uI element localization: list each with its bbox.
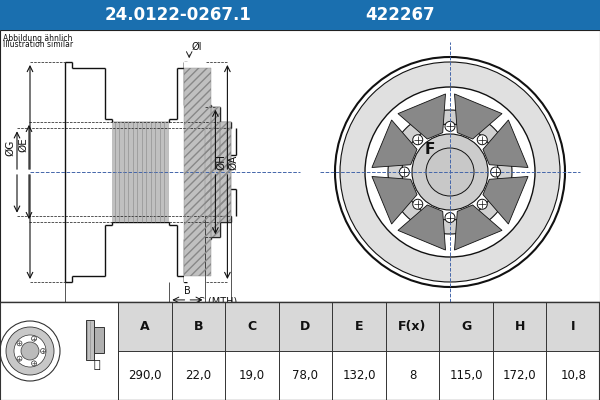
Text: B: B	[184, 286, 191, 296]
Polygon shape	[455, 205, 502, 250]
Text: F: F	[425, 142, 436, 158]
Text: 422267: 422267	[365, 6, 435, 24]
Circle shape	[434, 156, 466, 188]
Polygon shape	[483, 120, 528, 168]
Circle shape	[17, 341, 22, 346]
Polygon shape	[455, 94, 502, 139]
Circle shape	[32, 361, 37, 366]
Text: 132,0: 132,0	[342, 369, 376, 382]
Text: C (MTH): C (MTH)	[199, 297, 238, 307]
Circle shape	[41, 348, 46, 354]
Circle shape	[340, 62, 560, 282]
Circle shape	[17, 356, 22, 361]
Circle shape	[477, 199, 487, 209]
Text: I: I	[571, 320, 575, 333]
Text: B: B	[194, 320, 203, 333]
Text: G: G	[461, 320, 471, 333]
Text: 115,0: 115,0	[449, 369, 483, 382]
Bar	[205, 128, 230, 216]
Bar	[184, 62, 211, 282]
Bar	[0, 302, 600, 400]
Bar	[184, 68, 211, 276]
Circle shape	[412, 134, 488, 210]
Bar	[220, 122, 230, 222]
Circle shape	[445, 213, 455, 223]
Circle shape	[445, 121, 455, 131]
Text: ØH: ØH	[217, 154, 226, 170]
Text: 🔧: 🔧	[94, 360, 100, 370]
Text: 24.0122-0267.1: 24.0122-0267.1	[104, 6, 251, 24]
Circle shape	[0, 321, 60, 381]
Bar	[205, 128, 230, 216]
Bar	[94, 327, 104, 353]
Circle shape	[388, 110, 512, 234]
Circle shape	[365, 87, 535, 257]
Text: ØG: ØG	[5, 140, 15, 156]
Text: Illustration similar: Illustration similar	[3, 40, 73, 49]
Circle shape	[413, 199, 423, 209]
Circle shape	[413, 135, 423, 145]
Circle shape	[402, 124, 498, 220]
Bar	[112, 122, 169, 222]
Text: D: D	[131, 307, 139, 317]
Text: 172,0: 172,0	[503, 369, 536, 382]
Circle shape	[400, 167, 409, 177]
Polygon shape	[372, 176, 417, 224]
Bar	[118, 302, 600, 351]
Bar	[220, 122, 230, 222]
Circle shape	[32, 336, 37, 341]
Bar	[211, 107, 220, 237]
Text: 290,0: 290,0	[128, 369, 161, 382]
Text: 8: 8	[409, 369, 416, 382]
Circle shape	[14, 335, 46, 367]
Text: H: H	[514, 320, 525, 333]
Text: A: A	[140, 320, 149, 333]
Text: ØI: ØI	[192, 42, 203, 52]
Polygon shape	[372, 120, 417, 168]
Polygon shape	[398, 94, 445, 139]
Bar	[211, 107, 220, 237]
Circle shape	[21, 342, 39, 360]
Text: F(x): F(x)	[398, 320, 427, 333]
Text: 78,0: 78,0	[292, 369, 319, 382]
Text: 19,0: 19,0	[239, 369, 265, 382]
Circle shape	[491, 167, 500, 177]
Circle shape	[6, 327, 54, 375]
Circle shape	[477, 135, 487, 145]
Circle shape	[335, 57, 565, 287]
Text: C: C	[247, 320, 256, 333]
Bar	[86, 320, 94, 360]
Text: ØE: ØE	[18, 138, 28, 152]
Text: E: E	[355, 320, 363, 333]
Polygon shape	[483, 176, 528, 224]
Bar	[0, 0, 600, 30]
Bar	[0, 302, 118, 400]
Polygon shape	[398, 205, 445, 250]
Text: D: D	[301, 320, 311, 333]
Text: 10,8: 10,8	[560, 369, 586, 382]
Circle shape	[426, 148, 474, 196]
Bar	[0, 30, 600, 302]
Text: ØA: ØA	[229, 154, 238, 170]
Bar	[184, 68, 211, 276]
Text: 22,0: 22,0	[185, 369, 211, 382]
Text: Abbildung ähnlich: Abbildung ähnlich	[3, 34, 73, 43]
